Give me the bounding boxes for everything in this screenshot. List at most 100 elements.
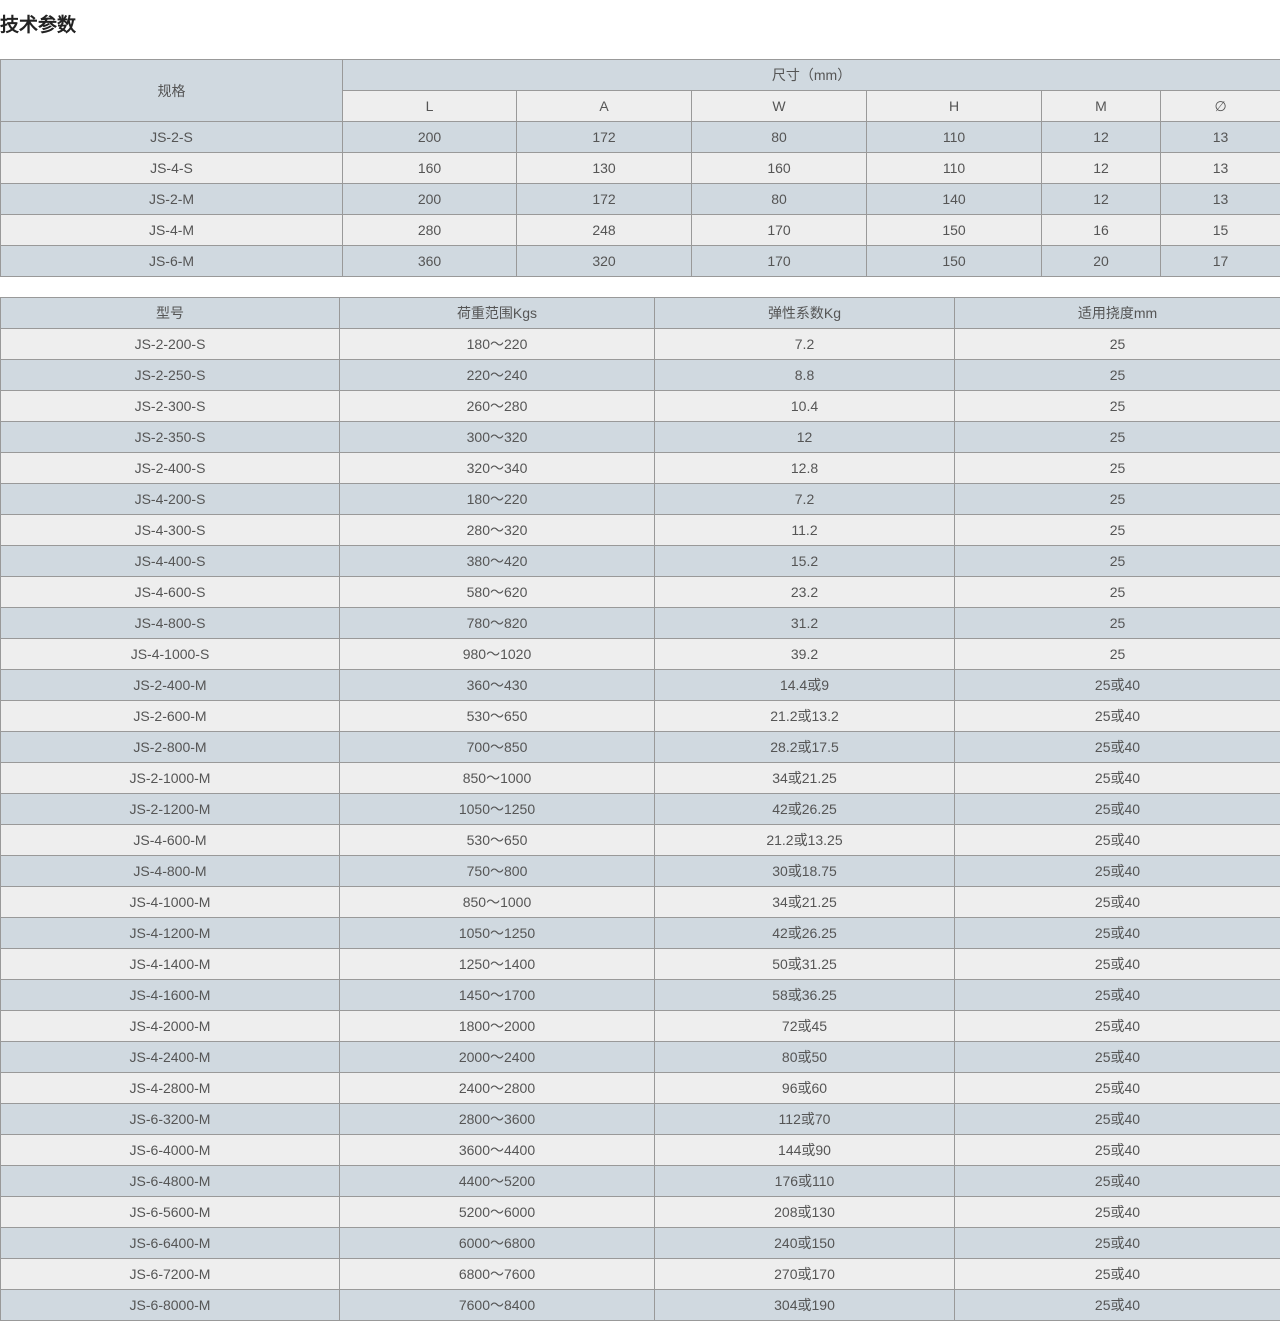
table-row: JS-4-1600-M 1450～1700 58或36.25 25或40 [0,979,1280,1011]
table-row: JS-2-350-S 300～320 12 25 [0,421,1280,453]
table-cell: 25或40 [954,948,1280,980]
table-cell: 220～240 [339,359,655,391]
table-row: JS-4-S 160 130 160 110 12 13 [0,152,1280,184]
table-row: JS-6-5600-M 5200～6000 208或130 25或40 [0,1196,1280,1228]
table-cell: 21.2或13.2 [654,700,955,732]
table-row: JS-6-8000-M 7600～8400 304或190 25或40 [0,1289,1280,1321]
table-cell: JS-4-1600-M [0,979,340,1011]
table-cell: 25或40 [954,731,1280,763]
table-cell: 850～1000 [339,762,655,794]
table-cell: 25 [954,545,1280,577]
table-cell: JS-4-1200-M [0,917,340,949]
table-row: JS-2-1000-M 850～1000 34或21.25 25或40 [0,762,1280,794]
table-cell: 12 [1041,183,1161,215]
table-cell: JS-4-600-S [0,576,340,608]
table-cell: 17 [1159,245,1280,277]
table-cell: JS-6-6400-M [0,1227,340,1259]
table-cell: JS-2-M [0,183,343,215]
table-cell: JS-2-1200-M [0,793,340,825]
column-header: ∅ [1159,90,1280,122]
table-cell: 160 [342,152,517,184]
table-row: JS-4-1400-M 1250～1400 50或31.25 25或40 [0,948,1280,980]
table-row: JS-4-2800-M 2400～2800 96或60 25或40 [0,1072,1280,1104]
table-cell: JS-4-S [0,152,343,184]
table-cell: 25 [954,421,1280,453]
table-cell: 25或40 [954,855,1280,887]
model-table: 型号 荷重范围Kgs 弹性系数Kg 适用挠度mm JS-2-200-S 180～220 7… [0,297,1280,1321]
column-header: W [691,90,867,122]
table-cell: JS-2-300-S [0,390,340,422]
table-cell: 25或40 [954,979,1280,1011]
header-spec: 规格 [0,59,343,122]
table-row: JS-4-2400-M 2000～2400 80或50 25或40 [0,1041,1280,1073]
table-cell: 39.2 [654,638,955,670]
table-cell: 80 [691,183,867,215]
table-cell: 208或130 [654,1196,955,1228]
column-header: 弹性系数Kg [654,297,955,329]
table-cell: JS-4-2800-M [0,1072,340,1104]
table-cell: 13 [1159,152,1280,184]
table-row: JS-4-800-S 780～820 31.2 25 [0,607,1280,639]
table-cell: 1050～1250 [339,917,655,949]
table-cell: 25或40 [954,700,1280,732]
table-cell: 25 [954,514,1280,546]
table-cell: 360 [342,245,517,277]
table-cell: 172 [516,121,692,153]
table-cell: 31.2 [654,607,955,639]
table-cell: 1800～2000 [339,1010,655,1042]
table-cell: 8.8 [654,359,955,391]
table-cell: 7600～8400 [339,1289,655,1321]
column-header: A [516,90,692,122]
table-cell: 34或21.25 [654,762,955,794]
table-row: JS-6-3200-M 2800～3600 112或70 25或40 [0,1103,1280,1135]
table-cell: 34或21.25 [654,886,955,918]
table-cell: 13 [1159,183,1280,215]
table-cell: 170 [691,245,867,277]
table-cell: JS-4-1400-M [0,948,340,980]
table-cell: 25或40 [954,1010,1280,1042]
table-cell: 180～220 [339,328,655,360]
table-cell: JS-4-400-S [0,545,340,577]
table-cell: JS-2-400-M [0,669,340,701]
table-cell: 320～340 [339,452,655,484]
table-cell: 170 [691,214,867,246]
table-cell: 25或40 [954,1165,1280,1197]
table-cell: 304或190 [654,1289,955,1321]
table-cell: 25 [954,390,1280,422]
table-cell: JS-6-8000-M [0,1289,340,1321]
table-cell: 25或40 [954,1134,1280,1166]
table-cell: JS-2-1000-M [0,762,340,794]
table-cell: 25 [954,607,1280,639]
table-cell: 25 [954,638,1280,670]
table-cell: 700～850 [339,731,655,763]
table-cell: 280～320 [339,514,655,546]
table-cell: 160 [691,152,867,184]
table-cell: JS-4-200-S [0,483,340,515]
column-header: H [866,90,1042,122]
table-cell: 58或36.25 [654,979,955,1011]
table-row: JS-2-S 200 172 80 110 12 13 [0,121,1280,153]
table-cell: 96或60 [654,1072,955,1104]
table-cell: 15 [1159,214,1280,246]
table-row: JS-4-1000-S 980～1020 39.2 25 [0,638,1280,670]
table-cell: 110 [866,121,1042,153]
table-cell: JS-4-2400-M [0,1041,340,1073]
table-cell: 21.2或13.25 [654,824,955,856]
table-cell: 16 [1041,214,1161,246]
table-cell: 112或70 [654,1103,955,1135]
table-cell: 980～1020 [339,638,655,670]
table-cell: 42或26.25 [654,793,955,825]
table-cell: 12.8 [654,452,955,484]
column-header: L [342,90,517,122]
table-cell: JS-2-600-M [0,700,340,732]
column-header: 型号 [0,297,340,329]
page-title: 技术参数 [0,15,77,36]
table-cell: JS-6-4800-M [0,1165,340,1197]
table-cell: 580～620 [339,576,655,608]
table-row: JS-4-600-S 580～620 23.2 25 [0,576,1280,608]
table-cell: 150 [866,245,1042,277]
table-cell: 750～800 [339,855,655,887]
table-cell: 140 [866,183,1042,215]
table-cell: 25或40 [954,1289,1280,1321]
table-cell: 180～220 [339,483,655,515]
